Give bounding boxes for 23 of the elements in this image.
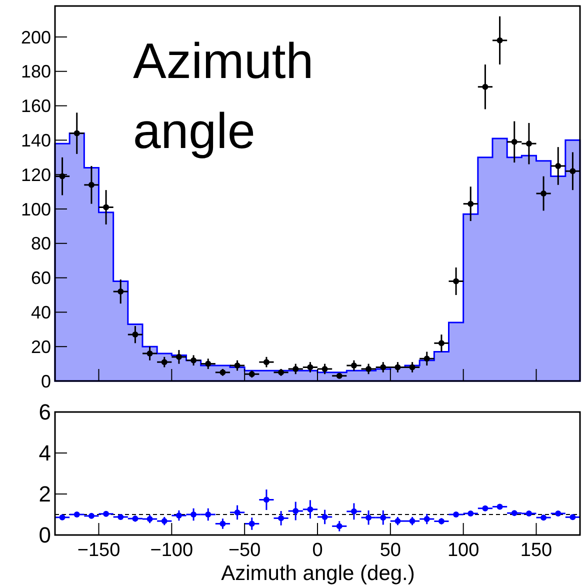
y-tick-label: 20 <box>30 336 51 357</box>
y-tick-label: 6 <box>38 400 51 425</box>
x-tick-label: −150 <box>77 540 120 561</box>
x-tick-label: 50 <box>380 540 401 561</box>
y-tick-label: 180 <box>20 62 51 82</box>
annotation: Azimuth angle <box>133 33 314 159</box>
x-tick-label: 0 <box>312 540 323 561</box>
y-tick-label: 140 <box>20 130 51 150</box>
y-tick-label: 60 <box>30 268 51 288</box>
y-tick-label: 0 <box>40 371 51 392</box>
x-tick-label: 100 <box>447 540 480 561</box>
x-tick-label: −50 <box>228 540 261 561</box>
y-tick-label: 40 <box>30 302 51 322</box>
y-tick-label: 2 <box>38 482 51 507</box>
y-tick-label: 160 <box>20 96 51 116</box>
y-tick-label: 4 <box>38 440 51 466</box>
x-axis-title: Azimuth angle (deg.) <box>221 562 415 585</box>
x-tick-label: −100 <box>150 540 194 561</box>
x-tick-label: 150 <box>520 540 552 561</box>
y-tick-label: 80 <box>30 234 51 254</box>
y-tick-label: 100 <box>20 199 51 220</box>
y-tick-label: 200 <box>20 27 51 48</box>
y-tick-label: 120 <box>20 164 51 185</box>
